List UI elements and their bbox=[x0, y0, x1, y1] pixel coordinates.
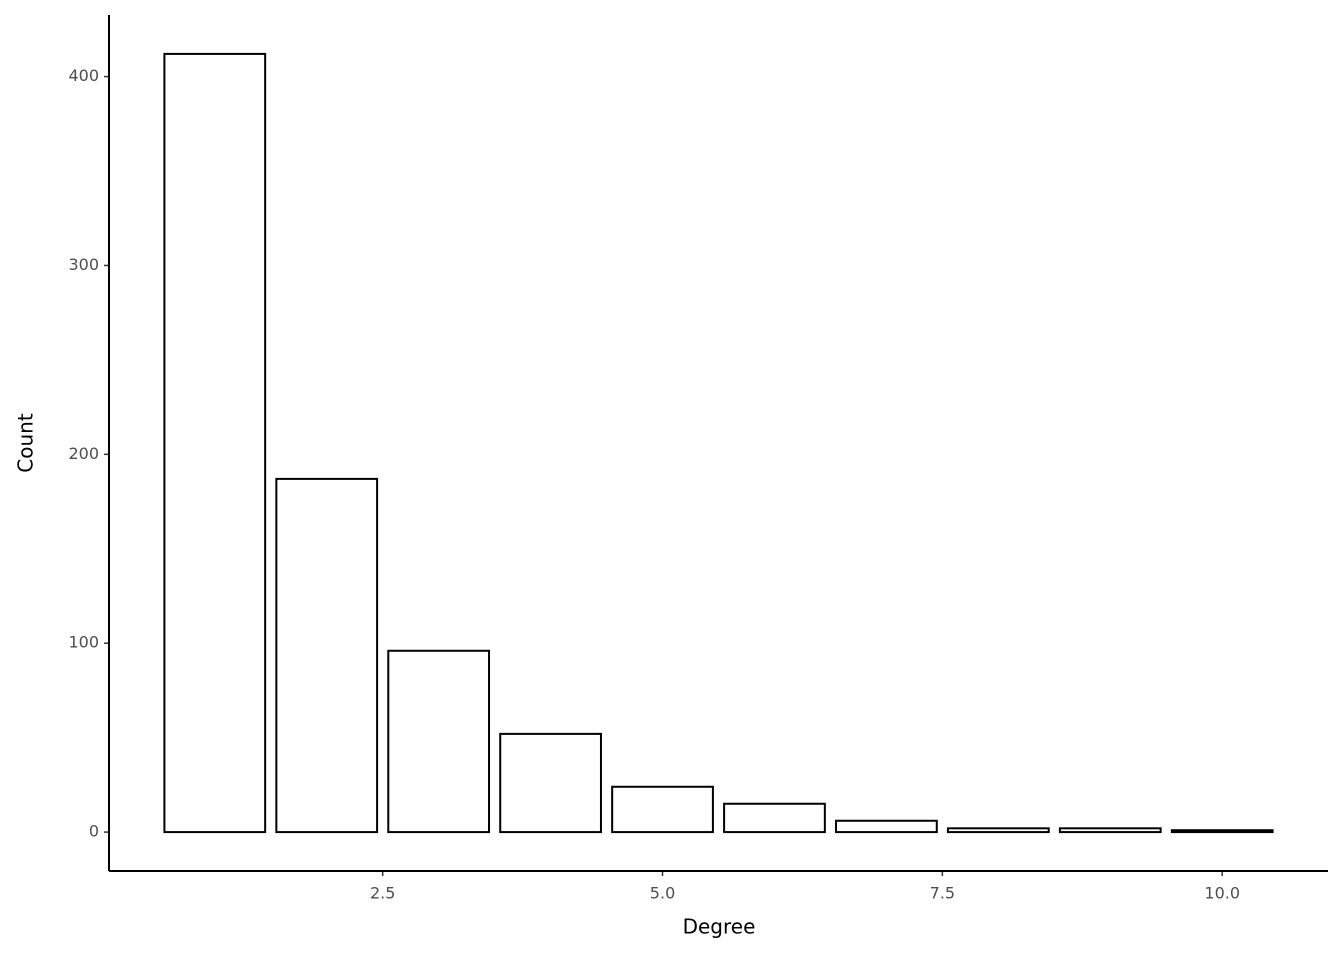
bar bbox=[387, 649, 491, 834]
y-tick-label: 400 bbox=[68, 66, 99, 85]
bar bbox=[499, 732, 602, 834]
y-axis-title: Count bbox=[14, 413, 38, 473]
bar bbox=[1170, 829, 1274, 834]
bar bbox=[611, 785, 714, 834]
x-axis-title: Degree bbox=[683, 915, 756, 939]
y-tick-label: 200 bbox=[68, 444, 99, 463]
x-tick-label: 5.0 bbox=[650, 884, 675, 903]
bar bbox=[275, 477, 379, 834]
y-tick-label: 100 bbox=[68, 633, 99, 652]
bar bbox=[163, 52, 267, 834]
x-tick-label: 2.5 bbox=[370, 884, 395, 903]
bar bbox=[835, 819, 938, 834]
x-tick-label: 7.5 bbox=[930, 884, 955, 903]
bar bbox=[723, 802, 826, 834]
y-tick-label: 300 bbox=[68, 255, 99, 274]
x-tick-label: 10.0 bbox=[1204, 884, 1240, 903]
bar bbox=[946, 827, 1050, 834]
bar bbox=[1058, 827, 1162, 834]
y-tick-label: 0 bbox=[89, 822, 99, 841]
